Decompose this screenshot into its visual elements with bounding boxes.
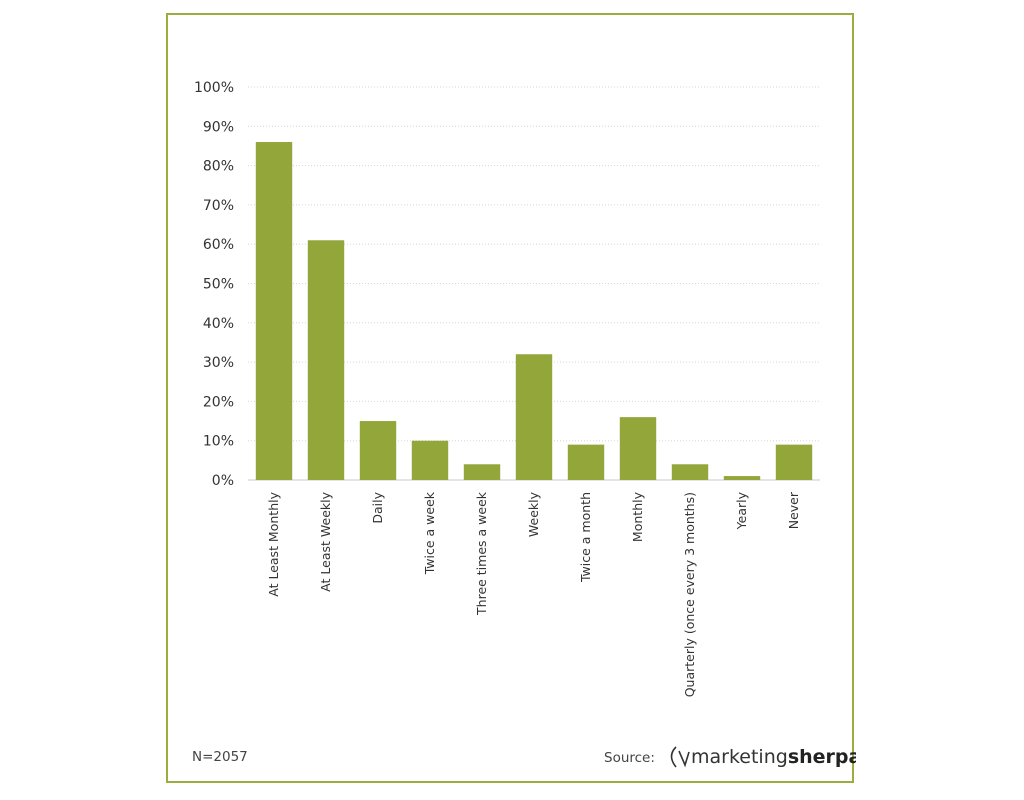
bar	[671, 464, 709, 480]
sample-size: N=2057	[192, 749, 248, 765]
y-tick-label: 100%	[194, 80, 234, 96]
bar	[463, 464, 501, 480]
bar-chart: 0% 10% 20% 30% 40% 50% 60% 70% 80% 90% 100% At Lea…	[192, 80, 856, 768]
x-tick-label: At Least Monthly	[266, 491, 281, 596]
bar	[359, 421, 397, 480]
marketingsherpa-logo: marketingsherpa	[670, 746, 856, 768]
y-axis: 0% 10% 20% 30% 40% 50% 60% 70% 80% 90% 100%	[194, 80, 234, 489]
logo-text-sherpa: sherpa	[788, 746, 856, 768]
y-tick-label: 20%	[203, 394, 234, 410]
logo-text-marketing: marketing	[691, 746, 788, 768]
bars	[255, 142, 813, 480]
x-tick-label: Twice a week	[422, 491, 437, 575]
bar	[307, 240, 345, 480]
bar	[411, 440, 449, 480]
y-tick-label: 90%	[203, 119, 234, 135]
y-tick-label: 0%	[212, 473, 234, 489]
logo-swoosh-icon	[670, 746, 677, 768]
x-tick-label: Monthly	[630, 491, 645, 542]
y-tick-label: 60%	[203, 237, 234, 253]
source-attribution: Source: marketingsherpa	[604, 746, 856, 768]
y-tick-label: 50%	[203, 277, 234, 293]
bar	[567, 444, 605, 480]
x-tick-label: Three times a week	[474, 491, 489, 616]
bar	[775, 444, 813, 480]
x-tick-label: Yearly	[734, 491, 749, 530]
logo-wordmark: marketingsherpa	[691, 746, 856, 768]
y-tick-label: 70%	[203, 198, 234, 214]
x-tick-label: Quarterly (once every 3 months)	[682, 492, 697, 697]
bar	[515, 354, 553, 480]
logo-mark-icon	[678, 750, 690, 768]
x-tick-label: Weekly	[526, 491, 541, 537]
x-tick-label: Daily	[370, 491, 385, 523]
source-label: Source:	[604, 750, 655, 766]
bar	[723, 476, 761, 480]
y-tick-label: 40%	[203, 316, 234, 332]
x-tick-label: At Least Weekly	[318, 491, 333, 591]
x-axis: At Least Monthly At Least Weekly Daily Twic…	[266, 491, 801, 697]
bar	[255, 142, 293, 480]
y-tick-label: 10%	[203, 434, 234, 450]
x-tick-label: Never	[786, 491, 801, 529]
x-tick-label: Twice a month	[578, 492, 593, 583]
chart-frame: 0% 10% 20% 30% 40% 50% 60% 70% 80% 90% 100% At Lea…	[166, 13, 856, 783]
bar	[619, 417, 657, 480]
y-tick-label: 30%	[203, 355, 234, 371]
y-tick-label: 80%	[203, 159, 234, 175]
